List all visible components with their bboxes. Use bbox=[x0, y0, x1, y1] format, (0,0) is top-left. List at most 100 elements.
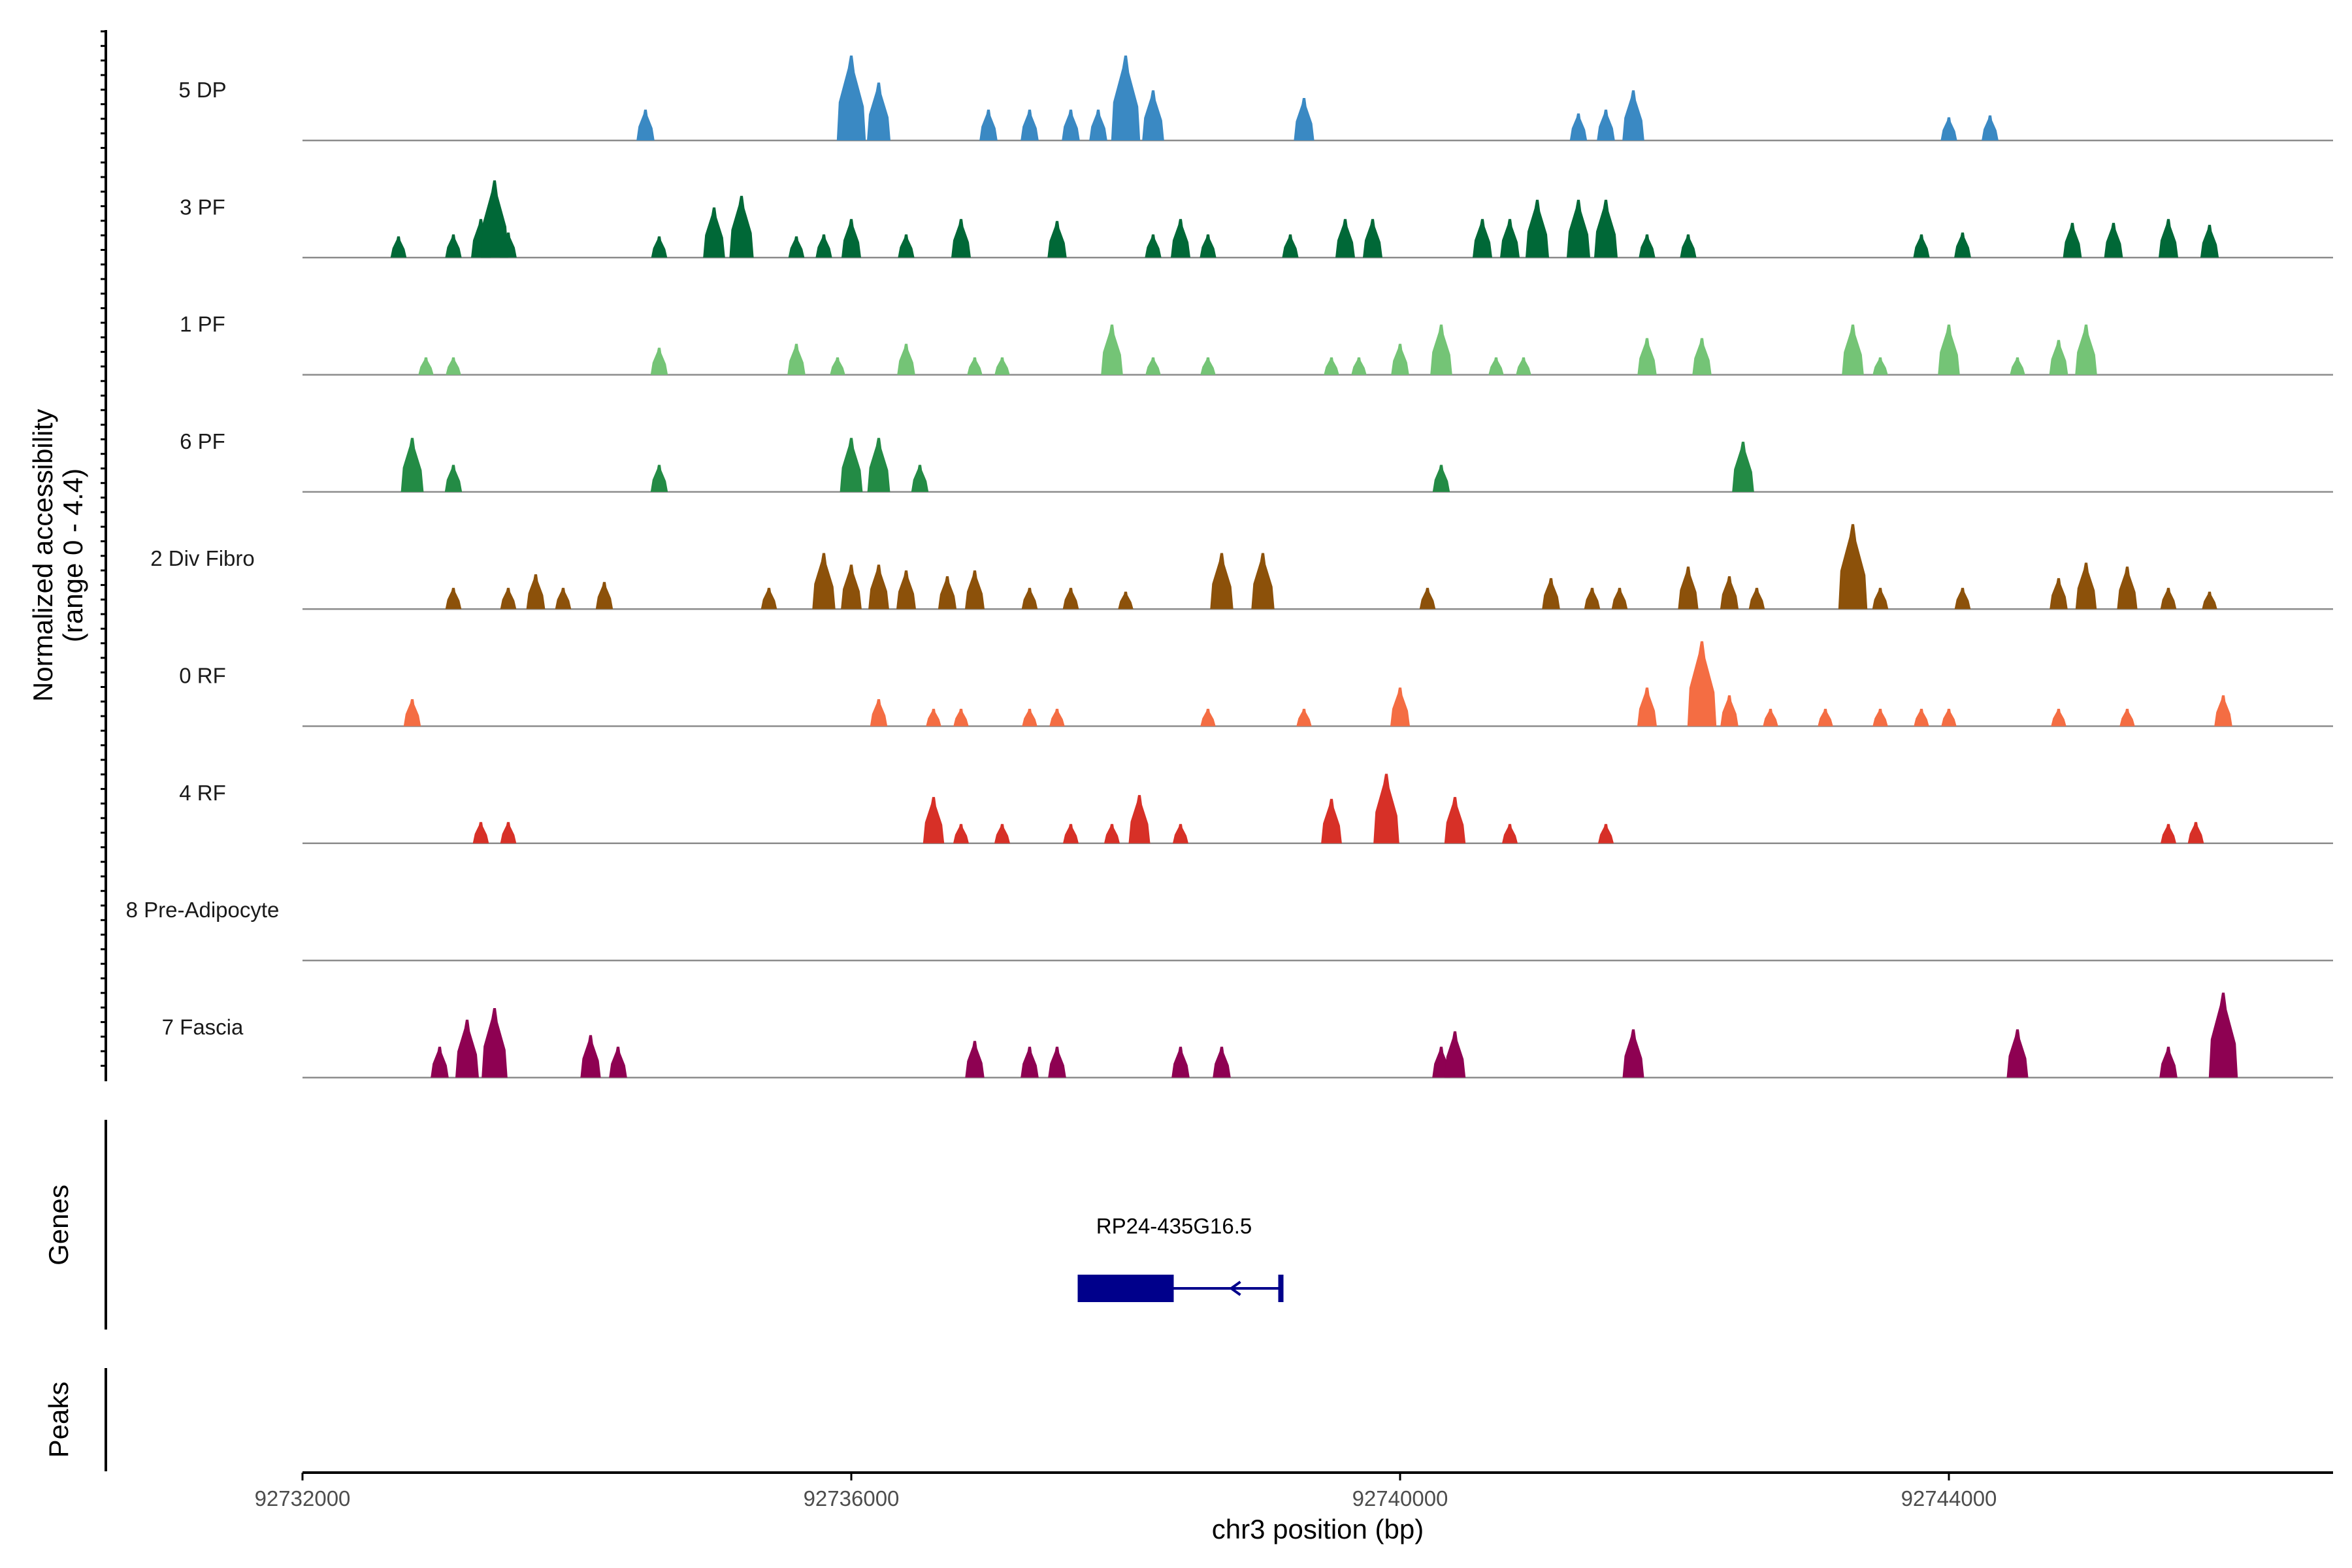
coverage-peak bbox=[651, 236, 668, 258]
coverage-peak bbox=[445, 587, 462, 610]
coverage-peak bbox=[1872, 587, 1889, 610]
coverage-peak bbox=[1941, 708, 1957, 727]
coverage-peak bbox=[1390, 687, 1410, 727]
coverage-peak bbox=[2050, 578, 2068, 610]
gene-exon bbox=[1077, 1275, 1174, 1302]
coverage-peak bbox=[1021, 109, 1039, 140]
coverage-peak bbox=[953, 824, 969, 843]
coverage-peak bbox=[965, 570, 985, 610]
coverage-peak bbox=[1171, 1047, 1190, 1078]
coverage-peak bbox=[1938, 324, 1960, 375]
y-axis-title: Normalized accessibility bbox=[27, 409, 58, 702]
coverage-peak bbox=[812, 553, 836, 610]
coverage-peak bbox=[870, 699, 888, 727]
track-2-div-fibro: 2 Div Fibro bbox=[150, 524, 2333, 610]
coverage-peak bbox=[1982, 115, 1999, 140]
coverage-peak bbox=[1597, 109, 1615, 140]
coverage-peak bbox=[1294, 98, 1315, 140]
coverage-peak bbox=[1940, 117, 1957, 140]
coverage-peak bbox=[1687, 641, 1717, 727]
gene-exon-end bbox=[1278, 1275, 1284, 1302]
track-label: 6 PF bbox=[180, 429, 225, 453]
coverage-peak bbox=[2119, 708, 2135, 727]
coverage-peak bbox=[830, 357, 845, 375]
track-4-rf: 4 RF bbox=[179, 774, 2333, 845]
coverage-peak bbox=[2161, 824, 2176, 843]
track-label: 4 RF bbox=[179, 781, 226, 805]
genes-panel-title: Genes bbox=[43, 1184, 74, 1266]
coverage-peak bbox=[472, 822, 489, 843]
x-tick-label: 92736000 bbox=[804, 1486, 900, 1511]
coverage-peak bbox=[1516, 357, 1531, 375]
coverage-peak bbox=[1611, 587, 1628, 610]
coverage-peak bbox=[2063, 223, 2082, 258]
coverage-peak bbox=[703, 207, 725, 258]
track-label: 0 RF bbox=[179, 664, 226, 688]
coverage-peak bbox=[446, 357, 461, 375]
gene-track: RP24-435G16.5 bbox=[1077, 1214, 1284, 1302]
coverage-peak bbox=[500, 232, 517, 258]
track-3-pf: 3 PF bbox=[180, 180, 2333, 259]
coverage-peak bbox=[1914, 708, 1929, 727]
coverage-peak bbox=[1062, 109, 1080, 140]
coverage-peak bbox=[994, 824, 1010, 843]
track-1-pf: 1 PF bbox=[180, 312, 2333, 376]
coverage-peak bbox=[500, 822, 517, 843]
coverage-peak bbox=[1639, 234, 1656, 258]
coverage-peak bbox=[1128, 794, 1151, 843]
coverage-peak bbox=[482, 1008, 508, 1078]
coverage-peak bbox=[1021, 1047, 1039, 1078]
coverage-peak bbox=[2117, 566, 2138, 610]
coverage-peak bbox=[841, 564, 862, 610]
coverage-peak bbox=[2160, 587, 2177, 610]
coverage-peak bbox=[967, 357, 983, 375]
coverage-peak bbox=[1200, 234, 1217, 258]
coverage-peak bbox=[1444, 1031, 1466, 1078]
coverage-peak bbox=[1251, 553, 1275, 610]
coverage-peak bbox=[1692, 338, 1712, 375]
peaks-panel-title: Peaks bbox=[43, 1382, 74, 1458]
coverage-peak bbox=[1872, 357, 1888, 375]
coverage-peak bbox=[400, 438, 424, 492]
coverage-peak bbox=[1473, 219, 1492, 258]
coverage-peak bbox=[1678, 566, 1699, 610]
x-axis-ticks: 92732000 92736000 92740000 92744000 bbox=[255, 1473, 1997, 1511]
coverage-peak bbox=[403, 699, 421, 727]
coverage-peak bbox=[1838, 524, 1868, 610]
coverage-peak bbox=[1373, 774, 1399, 843]
coverage-peak bbox=[636, 109, 655, 140]
coverage-peak bbox=[1622, 90, 1644, 140]
coverage-peak bbox=[481, 180, 508, 258]
coverage-peak bbox=[445, 234, 462, 258]
coverage-peak bbox=[788, 236, 805, 258]
coverage-peak bbox=[898, 234, 915, 258]
coverage-peak bbox=[1763, 708, 1778, 727]
coverage-peak bbox=[841, 219, 861, 258]
coverage-peak bbox=[2006, 1029, 2029, 1078]
coverage-peak bbox=[444, 465, 463, 492]
coverage-peak bbox=[760, 587, 777, 610]
coverage-peak bbox=[1142, 90, 1164, 140]
track-8-pre-adipocyte: 8 Pre-Adipocyte bbox=[126, 898, 2333, 962]
coverage-peak bbox=[2159, 1047, 2178, 1078]
coverage-peak bbox=[815, 234, 832, 258]
coverage-peak bbox=[1594, 199, 1618, 258]
track-label: 2 Div Fibro bbox=[150, 546, 255, 570]
coverage-peak bbox=[609, 1047, 627, 1078]
coverage-peak bbox=[1324, 357, 1339, 375]
coverage-peak bbox=[923, 796, 945, 843]
coverage-peak bbox=[390, 236, 407, 258]
coverage-peak bbox=[938, 576, 957, 610]
coverage-peak bbox=[1637, 687, 1657, 727]
coverage-peak bbox=[1048, 1047, 1066, 1078]
coverage-peak bbox=[1213, 1047, 1231, 1078]
coverage-peak bbox=[1296, 708, 1312, 727]
coverage-peak bbox=[2200, 225, 2219, 258]
coverage-peak bbox=[1444, 796, 1466, 843]
coverage-peak bbox=[965, 1041, 985, 1078]
coverage-peak bbox=[868, 564, 889, 610]
coverage-peak bbox=[1872, 708, 1888, 727]
coverage-peak bbox=[1321, 798, 1342, 843]
coverage-peak bbox=[2075, 563, 2097, 610]
x-tick-label: 92740000 bbox=[1352, 1486, 1448, 1511]
